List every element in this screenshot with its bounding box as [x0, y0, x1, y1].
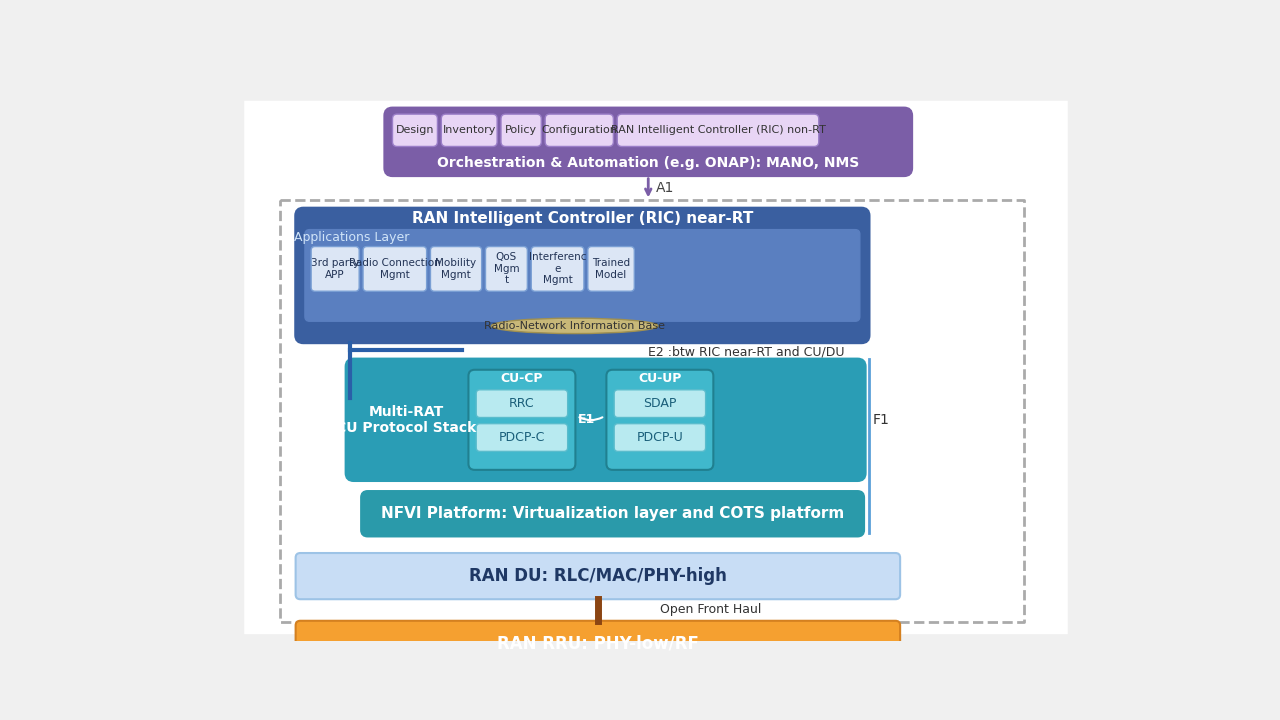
FancyBboxPatch shape	[545, 114, 613, 146]
FancyBboxPatch shape	[311, 246, 360, 291]
FancyBboxPatch shape	[500, 114, 541, 146]
Text: Inventory: Inventory	[443, 125, 495, 135]
FancyBboxPatch shape	[296, 553, 900, 599]
Text: PDCP-U: PDCP-U	[636, 431, 684, 444]
FancyBboxPatch shape	[385, 108, 911, 176]
Text: SDAP: SDAP	[643, 397, 677, 410]
Text: Policy: Policy	[506, 125, 538, 135]
Text: E1: E1	[577, 413, 595, 426]
Text: CU-CP: CU-CP	[500, 372, 543, 385]
Text: A1: A1	[657, 181, 675, 195]
FancyBboxPatch shape	[305, 230, 860, 321]
Text: RRC: RRC	[509, 397, 535, 410]
Text: E2 :btw RIC near-RT and CU/DU: E2 :btw RIC near-RT and CU/DU	[648, 346, 845, 359]
Text: Radio Connection
Mgmt: Radio Connection Mgmt	[349, 258, 440, 279]
FancyBboxPatch shape	[246, 102, 1066, 633]
Text: Configuration: Configuration	[541, 125, 617, 135]
Text: 3rd party
APP: 3rd party APP	[311, 258, 360, 279]
Text: Design: Design	[396, 125, 434, 135]
FancyBboxPatch shape	[476, 390, 567, 418]
FancyBboxPatch shape	[485, 246, 527, 291]
FancyBboxPatch shape	[296, 621, 900, 667]
Text: Mobility
Mgmt: Mobility Mgmt	[435, 258, 476, 279]
FancyBboxPatch shape	[531, 246, 584, 291]
Text: NFVI Platform: Virtualization layer and COTS platform: NFVI Platform: Virtualization layer and …	[381, 506, 845, 521]
FancyBboxPatch shape	[468, 370, 576, 470]
Text: Applications Layer: Applications Layer	[293, 231, 410, 244]
FancyBboxPatch shape	[364, 246, 426, 291]
Text: Multi-RAT
CU Protocol Stack: Multi-RAT CU Protocol Stack	[337, 405, 476, 435]
FancyBboxPatch shape	[346, 359, 865, 481]
FancyBboxPatch shape	[614, 423, 705, 451]
FancyBboxPatch shape	[614, 390, 705, 418]
Text: RAN DU: RLC/MAC/PHY-high: RAN DU: RLC/MAC/PHY-high	[468, 567, 727, 585]
Text: CU-UP: CU-UP	[639, 372, 681, 385]
Text: PDCP-C: PDCP-C	[499, 431, 545, 444]
Ellipse shape	[492, 318, 658, 333]
Text: RAN Intelligent Controller (RIC) near-RT: RAN Intelligent Controller (RIC) near-RT	[412, 212, 753, 226]
Text: Radio-Network Information Base: Radio-Network Information Base	[484, 321, 666, 331]
Bar	[280, 200, 1024, 622]
Text: QoS
Mgm
t: QoS Mgm t	[494, 252, 520, 286]
Text: RAN Intelligent Controller (RIC) non-RT: RAN Intelligent Controller (RIC) non-RT	[611, 125, 826, 135]
FancyBboxPatch shape	[476, 423, 567, 451]
FancyBboxPatch shape	[296, 208, 869, 343]
Text: RAN RRU: PHY-low/RF: RAN RRU: PHY-low/RF	[497, 635, 699, 653]
FancyBboxPatch shape	[588, 246, 635, 291]
FancyBboxPatch shape	[430, 246, 481, 291]
Text: Trained
Model: Trained Model	[591, 258, 630, 279]
FancyBboxPatch shape	[617, 114, 819, 146]
Text: Orchestration & Automation (e.g. ONAP): MANO, NMS: Orchestration & Automation (e.g. ONAP): …	[438, 156, 859, 171]
Text: Interferenc
e
Mgmt: Interferenc e Mgmt	[529, 252, 586, 286]
FancyBboxPatch shape	[361, 492, 864, 536]
FancyBboxPatch shape	[393, 114, 438, 146]
FancyBboxPatch shape	[607, 370, 713, 470]
FancyBboxPatch shape	[442, 114, 497, 146]
Text: Open Front Haul: Open Front Haul	[660, 603, 762, 616]
Text: F1: F1	[873, 413, 890, 427]
